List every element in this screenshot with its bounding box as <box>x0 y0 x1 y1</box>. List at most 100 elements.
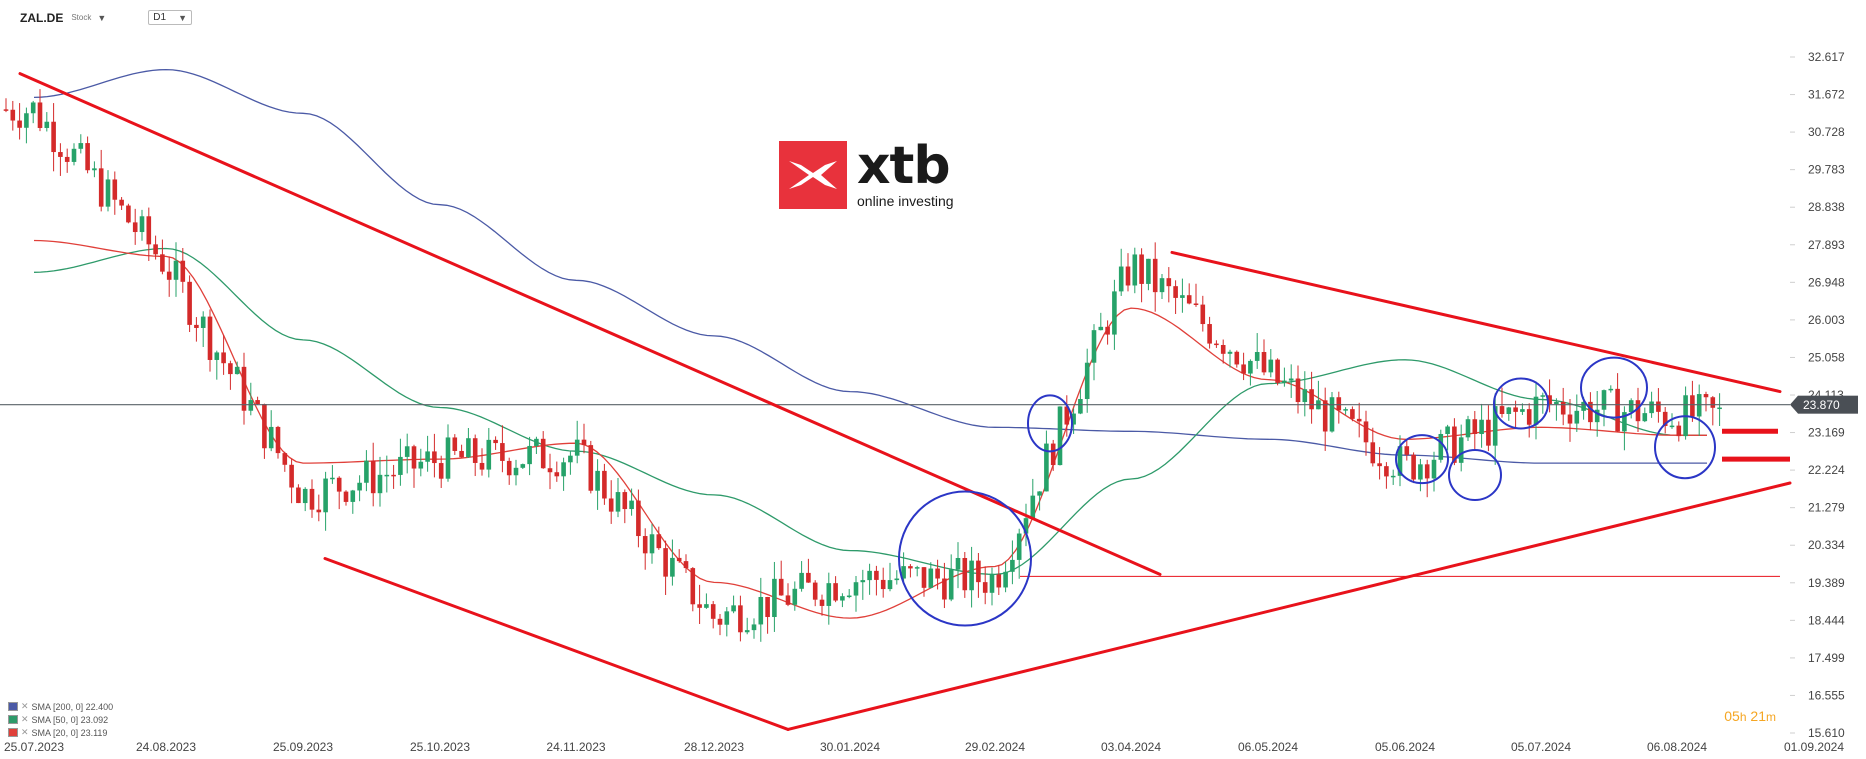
candle-body <box>92 168 97 171</box>
candle-body <box>153 244 158 255</box>
candle-body <box>1309 389 1314 410</box>
candle-body <box>561 462 566 477</box>
candle-body <box>1139 254 1144 284</box>
sma50-line <box>33 247 1708 576</box>
legend-row-sma50[interactable]: ✕ SMA [50, 0] 23.092 <box>8 713 113 726</box>
legend-row-sma200[interactable]: ✕ SMA [200, 0] 22.400 <box>8 700 113 713</box>
candle-body <box>268 426 274 449</box>
candle-body <box>1574 410 1580 424</box>
candle-body <box>24 113 29 128</box>
candle-body <box>1431 459 1437 479</box>
candle-body <box>690 568 696 605</box>
legend-row-sma20[interactable]: ✕ SMA [20, 0] 23.119 <box>8 726 113 739</box>
candle-body <box>1676 425 1682 437</box>
candle-body <box>1227 351 1233 354</box>
candle-body <box>1649 401 1654 414</box>
eye-icon[interactable] <box>8 715 18 724</box>
candle-body <box>214 352 220 360</box>
y-tick-label: 21.279 <box>1808 501 1845 515</box>
candle-body <box>1084 362 1090 400</box>
candle-body <box>989 574 995 593</box>
candle-body <box>418 461 424 469</box>
y-tick-label: 17.499 <box>1808 651 1845 665</box>
candle-body <box>778 578 784 596</box>
timeframe-select[interactable]: D1 ▼ <box>148 10 192 25</box>
candle-body <box>58 152 63 157</box>
candle-body <box>853 582 859 596</box>
candle-body <box>1499 406 1505 414</box>
candle-body <box>636 500 641 537</box>
candle-body <box>1091 330 1097 363</box>
close-icon[interactable]: ✕ <box>21 701 29 711</box>
candle-body <box>1492 406 1498 446</box>
axis-layer: 32.617 31.672 30.728 29.783 28.838 27.893 26.9… <box>4 50 1858 754</box>
close-icon[interactable]: ✕ <box>21 727 29 737</box>
candle-body <box>1268 359 1274 373</box>
sma200-line <box>33 68 1707 464</box>
candle-body <box>296 487 301 504</box>
candle-body <box>880 579 886 590</box>
grid-layer <box>1790 56 1795 734</box>
candle-body <box>683 561 689 569</box>
candle-body <box>1254 352 1260 361</box>
candle-body <box>1180 295 1185 298</box>
candle-body <box>1159 278 1165 293</box>
candle-body <box>1322 400 1328 432</box>
symbol-label[interactable]: ZAL.DE <box>20 10 64 25</box>
candle-body <box>1404 446 1410 455</box>
x-tick-label: 06.05.2024 <box>1238 740 1298 754</box>
candle-body <box>1234 351 1240 365</box>
trendline-falling-resistance <box>1170 250 1782 394</box>
eye-icon[interactable] <box>8 728 18 737</box>
candle-body <box>1479 419 1484 435</box>
candle-body <box>221 352 226 364</box>
highlight-circle <box>1448 449 1502 502</box>
candle-body <box>1186 295 1192 304</box>
close-icon[interactable]: ✕ <box>21 714 29 724</box>
y-tick-label: 28.838 <box>1808 200 1845 214</box>
candle-body <box>1717 407 1722 410</box>
y-tick-label: 27.893 <box>1808 238 1845 252</box>
candle-body <box>37 102 43 128</box>
candle-body <box>622 492 628 510</box>
drawing-layer <box>0 72 1792 731</box>
countdown-hours-unit: h <box>1739 710 1747 724</box>
candle-body <box>704 604 709 608</box>
candle-body <box>1098 326 1104 331</box>
candle-body <box>139 216 145 233</box>
candle-body <box>1275 359 1280 383</box>
candle-body <box>785 595 791 605</box>
y-tick-label: 18.444 <box>1808 613 1845 627</box>
candle-body <box>792 588 798 605</box>
candle-body <box>976 560 981 583</box>
candle-body <box>1132 254 1138 286</box>
x-tick-label: 28.12.2023 <box>684 740 744 754</box>
candle-body <box>540 438 546 469</box>
candle-body <box>466 438 471 458</box>
candle-body <box>1071 413 1076 425</box>
candle-body <box>479 462 485 470</box>
chevron-down-icon[interactable]: ▼ <box>97 12 107 23</box>
logo-mark <box>779 141 847 209</box>
candle-body <box>98 168 104 207</box>
candle-body <box>1513 407 1518 412</box>
candle-body <box>1214 343 1219 346</box>
candle-body <box>1003 571 1008 588</box>
candle-body <box>1295 378 1301 403</box>
candle-body <box>1146 258 1151 284</box>
countdown-hours: 05 <box>1724 708 1740 724</box>
candle-body <box>663 548 668 577</box>
candle-body <box>1384 466 1389 477</box>
eye-icon[interactable] <box>8 702 18 711</box>
candle-body <box>602 470 607 499</box>
candle-body <box>1418 464 1423 480</box>
candle-body <box>1506 407 1512 414</box>
candle-body <box>710 604 716 619</box>
candle-body <box>282 453 288 465</box>
x-tick-label: 25.07.2023 <box>4 740 64 754</box>
candle-body <box>425 451 430 462</box>
candle-body <box>1112 291 1117 335</box>
candle-body <box>1635 400 1641 422</box>
candle-body <box>955 558 961 570</box>
